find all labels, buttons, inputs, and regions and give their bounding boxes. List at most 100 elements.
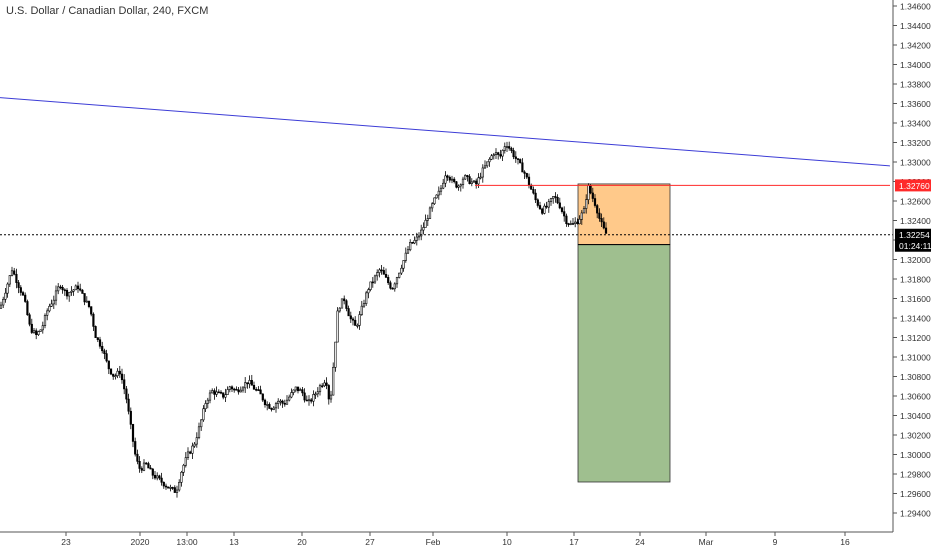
resistance-trendline	[0, 97, 891, 167]
candle-body	[323, 382, 326, 387]
candle-body	[259, 389, 262, 395]
price-tick-label: 1.32000	[900, 255, 931, 265]
candle-body	[411, 242, 414, 244]
candle-body	[160, 477, 163, 483]
price-tick-label: 1.30800	[900, 372, 931, 382]
candle-body	[382, 270, 385, 275]
candle-body	[444, 175, 447, 184]
candle-body	[213, 390, 216, 395]
candle-body	[571, 223, 575, 225]
candle-body	[563, 211, 566, 217]
candle-body	[468, 176, 471, 184]
price-tick-label: 1.31600	[900, 294, 931, 304]
candle-body	[186, 451, 190, 458]
candle-body	[510, 147, 513, 151]
candle-body	[136, 453, 139, 462]
candle-body	[327, 385, 330, 400]
candle-body	[362, 303, 366, 307]
candle-body	[72, 289, 75, 292]
candle-body	[211, 390, 214, 394]
candle-body	[105, 353, 108, 362]
candles-group	[0, 141, 608, 498]
candle-body	[175, 489, 179, 493]
candle-body	[373, 275, 377, 283]
candle-body	[101, 345, 104, 352]
candle-body	[596, 205, 599, 214]
candle-body	[200, 419, 203, 428]
candle-body	[103, 350, 106, 354]
time-tick-label: 2020	[131, 537, 150, 547]
candle-body	[398, 272, 401, 278]
current-price-label: 1.32254	[899, 230, 930, 240]
candle-body	[252, 384, 256, 390]
price-tick-label: 1.29600	[900, 489, 931, 499]
candle-body	[85, 300, 88, 303]
candle-body	[48, 305, 51, 312]
candle-body	[455, 181, 458, 188]
candle-body	[380, 269, 383, 272]
candle-body	[164, 485, 168, 488]
candle-body	[8, 275, 11, 285]
candle-body	[477, 177, 480, 185]
candle-body	[400, 267, 403, 274]
candle-body	[316, 391, 319, 395]
candle-body	[197, 426, 201, 438]
candle-body	[424, 219, 427, 228]
candle-body	[167, 486, 170, 489]
candle-body	[345, 300, 348, 309]
time-axis[interactable]: 23 2020 13:00 13 20 27 Feb 10 17 24 Mar 9 16	[61, 532, 850, 547]
candle-body	[371, 281, 374, 284]
candle-body	[290, 392, 293, 398]
candle-body	[281, 400, 284, 404]
candle-body	[395, 277, 399, 285]
candle-body	[514, 156, 517, 159]
candle-body	[10, 270, 14, 276]
candle-body	[123, 379, 126, 390]
candle-body	[343, 298, 346, 302]
candle-body	[591, 192, 594, 199]
candle-body	[173, 487, 176, 493]
candle-body	[151, 468, 154, 476]
candle-body	[534, 192, 537, 201]
candle-body	[70, 290, 73, 293]
candle-body	[334, 341, 337, 368]
candle-body	[369, 281, 372, 290]
candle-body	[576, 221, 579, 225]
candle-body	[138, 461, 141, 469]
candle-body	[296, 386, 300, 392]
candle-body	[118, 370, 121, 375]
price-axis[interactable]: 1.34600 1.34400 1.34200 1.34000 1.33800 1.336…	[893, 2, 931, 519]
candle-body	[585, 199, 588, 209]
candle-body	[268, 404, 271, 409]
candle-body	[98, 339, 102, 347]
candle-body	[365, 292, 368, 304]
candle-body	[604, 227, 608, 234]
candle-body	[32, 330, 36, 333]
position-tool[interactable]	[577, 183, 671, 483]
candle-body	[552, 196, 555, 199]
price-tick-label: 1.32600	[900, 197, 931, 207]
candle-body	[472, 180, 476, 183]
candle-body	[593, 198, 597, 206]
candle-body	[26, 301, 29, 316]
candle-body	[241, 387, 245, 391]
candle-body	[492, 154, 495, 157]
price-tick-label: 1.31800	[900, 275, 931, 285]
candle-body	[560, 207, 564, 212]
candle-body	[52, 299, 55, 305]
candle-body	[578, 219, 581, 225]
candle-body	[248, 380, 251, 385]
candle-body	[470, 181, 473, 184]
candle-body	[83, 293, 86, 303]
candle-body	[545, 205, 548, 208]
time-tick-label: 20	[297, 537, 307, 547]
time-tick-label: 17	[569, 537, 579, 547]
time-tick-label: 23	[61, 537, 71, 547]
candle-body	[521, 162, 524, 173]
candle-body	[389, 282, 392, 289]
candle-body	[332, 367, 335, 396]
candle-body	[120, 373, 124, 381]
time-tick-label: 10	[502, 537, 512, 547]
